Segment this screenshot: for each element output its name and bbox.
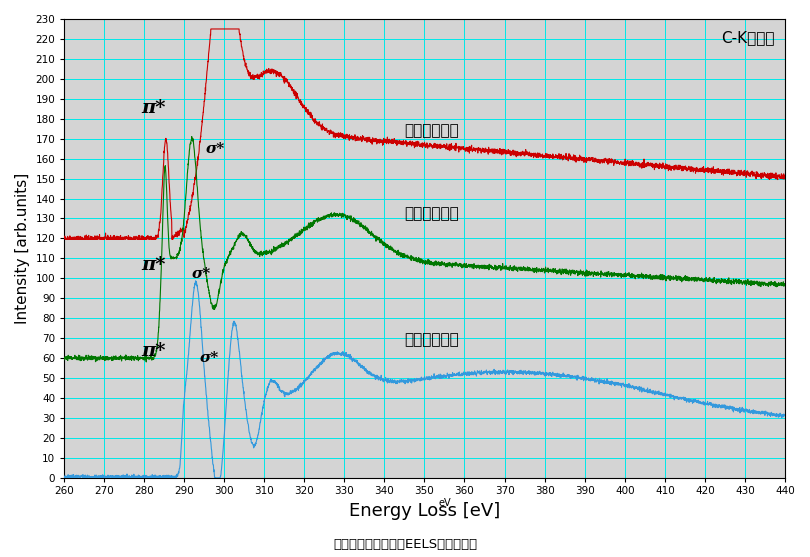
Text: σ*: σ* xyxy=(206,141,225,155)
Y-axis label: Intensity [arb.units]: Intensity [arb.units] xyxy=(15,173,30,324)
Text: ダイヤモンド: ダイヤモンド xyxy=(404,332,459,347)
Text: eV: eV xyxy=(438,498,450,508)
Text: C-Kエッジ: C-Kエッジ xyxy=(721,31,774,46)
Text: アモルファス: アモルファス xyxy=(404,123,459,138)
Text: σ*: σ* xyxy=(192,267,211,281)
Text: σ*: σ* xyxy=(200,351,220,365)
X-axis label: Energy Loss [eV]: Energy Loss [eV] xyxy=(349,502,500,520)
Text: グラファイト: グラファイト xyxy=(404,207,459,222)
Text: 各種カーボン材料のEELSスペクトル: 各種カーボン材料のEELSスペクトル xyxy=(333,539,477,551)
Text: π*: π* xyxy=(142,256,166,275)
Text: π*: π* xyxy=(142,99,166,117)
Text: π*: π* xyxy=(142,342,166,360)
